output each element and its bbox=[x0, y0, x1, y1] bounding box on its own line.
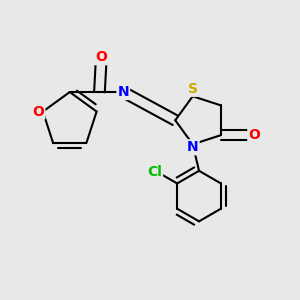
Text: N: N bbox=[187, 140, 199, 154]
Text: Cl: Cl bbox=[147, 164, 162, 178]
Text: O: O bbox=[248, 128, 260, 142]
Text: O: O bbox=[32, 105, 44, 118]
Text: S: S bbox=[188, 82, 198, 96]
Text: O: O bbox=[95, 50, 107, 64]
Text: N: N bbox=[117, 85, 129, 99]
